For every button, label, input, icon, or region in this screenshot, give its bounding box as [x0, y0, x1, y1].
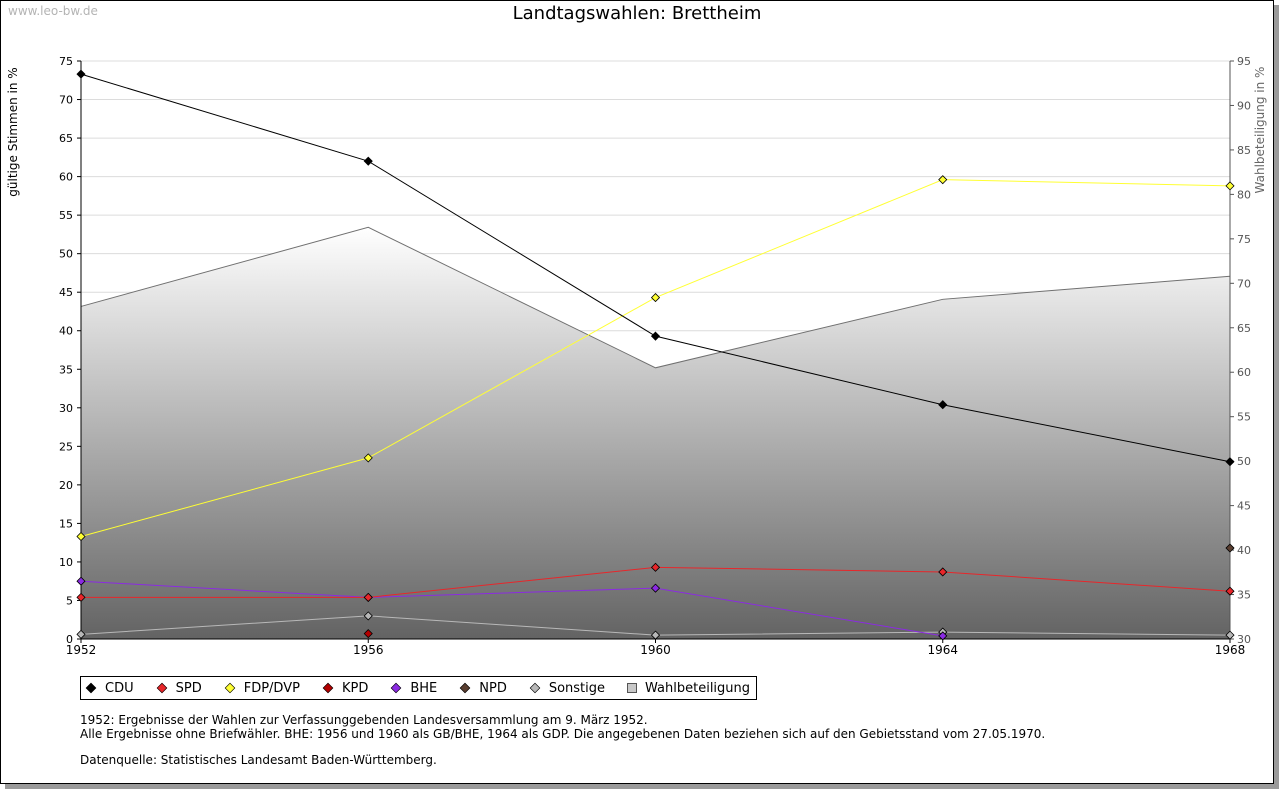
point-kpd-1956 — [363, 629, 373, 639]
legend-item-wahlbeteiligung: Wahlbeteiligung — [627, 681, 750, 696]
tick-label-x-1956: 1956 — [353, 643, 384, 657]
legend-marker-kpd — [322, 682, 334, 694]
note-source: Datenquelle: Statistisches Landesamt Bad… — [80, 753, 437, 767]
legend-label-fdp-dvp: FDP/DVP — [243, 680, 300, 696]
point-spd-1952 — [76, 592, 86, 602]
point-spd-1968 — [1225, 586, 1235, 596]
chart-title: Landtagswahlen: Brettheim — [512, 3, 762, 24]
point-fdp-dvp-1964 — [938, 175, 948, 185]
y-axis-title-left: gültige Stimmen in % — [6, 67, 20, 196]
tick-label-x-1952: 1952 — [66, 643, 97, 657]
tick-label-x-1960: 1960 — [640, 643, 671, 657]
tick-label-left-10: 10 — [59, 556, 73, 569]
tick-label-right-35: 35 — [1237, 589, 1251, 602]
legend: CDU SPD FDP/DVP KPD BHE NPD Sonstige Wahlbeteil… — [80, 676, 758, 700]
legend-item-kpd: KPD — [322, 681, 368, 696]
tick-label-left-15: 15 — [59, 517, 73, 530]
point-fdp-dvp-1952 — [76, 531, 86, 542]
point-cdu-1956 — [363, 156, 373, 166]
point-spd-1956 — [363, 592, 373, 602]
point-spd-1960 — [650, 562, 661, 572]
notes: 1952: Ergebnisse der Wahlen zur Verfassu… — [80, 713, 1045, 767]
tick-label-right-55: 55 — [1237, 411, 1251, 424]
tick-label-left-40: 40 — [59, 325, 73, 338]
tick-label-x-1964: 1964 — [927, 643, 958, 657]
legend-marker-cdu — [85, 682, 97, 694]
tick-label-left-50: 50 — [59, 248, 73, 261]
tick-label-right-60: 60 — [1237, 366, 1251, 379]
point-npd-1968 — [1225, 543, 1235, 553]
note-line-2: Alle Ergebnisse ohne Briefwähler. BHE: 1… — [80, 727, 1046, 741]
tick-label-right-70: 70 — [1237, 277, 1251, 290]
point-cdu-1952 — [76, 69, 86, 79]
turnout-line — [80, 226, 1231, 369]
tick-label-left-25: 25 — [59, 440, 73, 453]
tick-label-left-45: 45 — [59, 286, 73, 299]
tick-label-right-85: 85 — [1237, 144, 1251, 157]
legend-item-spd: SPD — [156, 681, 202, 696]
tick-label-left-0: 0 — [66, 633, 73, 646]
tick-label-left-20: 20 — [59, 479, 73, 492]
tick-label-left-30: 30 — [59, 402, 73, 415]
tick-label-left-55: 55 — [59, 209, 73, 222]
tick-label-right-30: 30 — [1237, 633, 1251, 646]
point-sonstige-1960 — [650, 630, 661, 640]
legend-label-npd: NPD — [479, 680, 507, 696]
tick-label-right-75: 75 — [1237, 233, 1251, 246]
legend-marker-fdp-dvp — [224, 682, 235, 694]
legend-label-cdu: CDU — [105, 680, 134, 696]
legend-marker-npd — [459, 682, 471, 694]
y-axis-title-right: Wahlbeteiligung in % — [1253, 67, 1267, 194]
note-line-1: 1952: Ergebnisse der Wahlen zur Verfassu… — [80, 713, 648, 727]
tick-label-left-5: 5 — [66, 594, 73, 607]
legend-label-spd: SPD — [175, 680, 202, 696]
point-fdp-dvp-1956 — [363, 453, 373, 463]
point-sonstige-1968 — [1225, 630, 1235, 640]
tick-label-left-35: 35 — [59, 363, 73, 376]
legend-label-wahlbeteiligung: Wahlbeteiligung — [645, 680, 751, 696]
legend-item-bhe: BHE — [390, 681, 437, 696]
watermark: www.leo-bw.de — [8, 4, 98, 18]
legend-marker-spd — [156, 682, 167, 694]
legend-item-sonstige: Sonstige — [529, 681, 605, 696]
legend-marker-sonstige — [529, 682, 541, 694]
tick-label-left-60: 60 — [59, 171, 73, 184]
tick-label-left-65: 65 — [59, 132, 73, 145]
tick-label-left-70: 70 — [59, 94, 73, 107]
legend-label-kpd: KPD — [341, 680, 369, 696]
tick-label-right-50: 50 — [1237, 455, 1251, 468]
tick-label-right-65: 65 — [1237, 322, 1251, 335]
legend-label-sonstige: Sonstige — [548, 680, 606, 696]
tick-label-right-90: 90 — [1237, 99, 1251, 112]
series-line-bhe — [80, 580, 943, 637]
legend-marker-wahlbeteiligung — [627, 683, 638, 693]
tick-label-x-1968: 1968 — [1215, 643, 1246, 657]
turnout-area-layer — [80, 226, 1231, 640]
point-cdu-1960 — [650, 331, 661, 341]
point-cdu-1968 — [1225, 457, 1235, 467]
point-fdp-dvp-1968 — [1225, 181, 1235, 191]
legend-item-fdp-dvp: FDP/DVP — [224, 681, 300, 696]
turnout-area — [81, 227, 1230, 640]
tick-label-right-95: 95 — [1237, 55, 1251, 68]
legend-item-cdu: CDU — [85, 681, 134, 696]
legend-marker-bhe — [391, 682, 402, 694]
legend-item-npd: NPD — [459, 681, 507, 696]
point-bhe-1952 — [76, 576, 86, 586]
point-spd-1964 — [938, 567, 948, 577]
point-bhe-1964 — [938, 631, 948, 641]
legend-label-bhe: BHE — [410, 680, 438, 696]
tick-label-left-75: 75 — [59, 55, 73, 68]
tick-label-right-45: 45 — [1237, 500, 1251, 513]
tick-label-right-80: 80 — [1237, 188, 1251, 201]
point-sonstige-1952 — [76, 629, 86, 639]
tick-label-right-40: 40 — [1237, 544, 1251, 557]
point-bhe-1960 — [650, 583, 661, 593]
marker-layer — [76, 69, 1235, 641]
point-sonstige-1956 — [363, 611, 373, 621]
point-cdu-1964 — [938, 400, 948, 410]
point-fdp-dvp-1960 — [650, 293, 661, 303]
